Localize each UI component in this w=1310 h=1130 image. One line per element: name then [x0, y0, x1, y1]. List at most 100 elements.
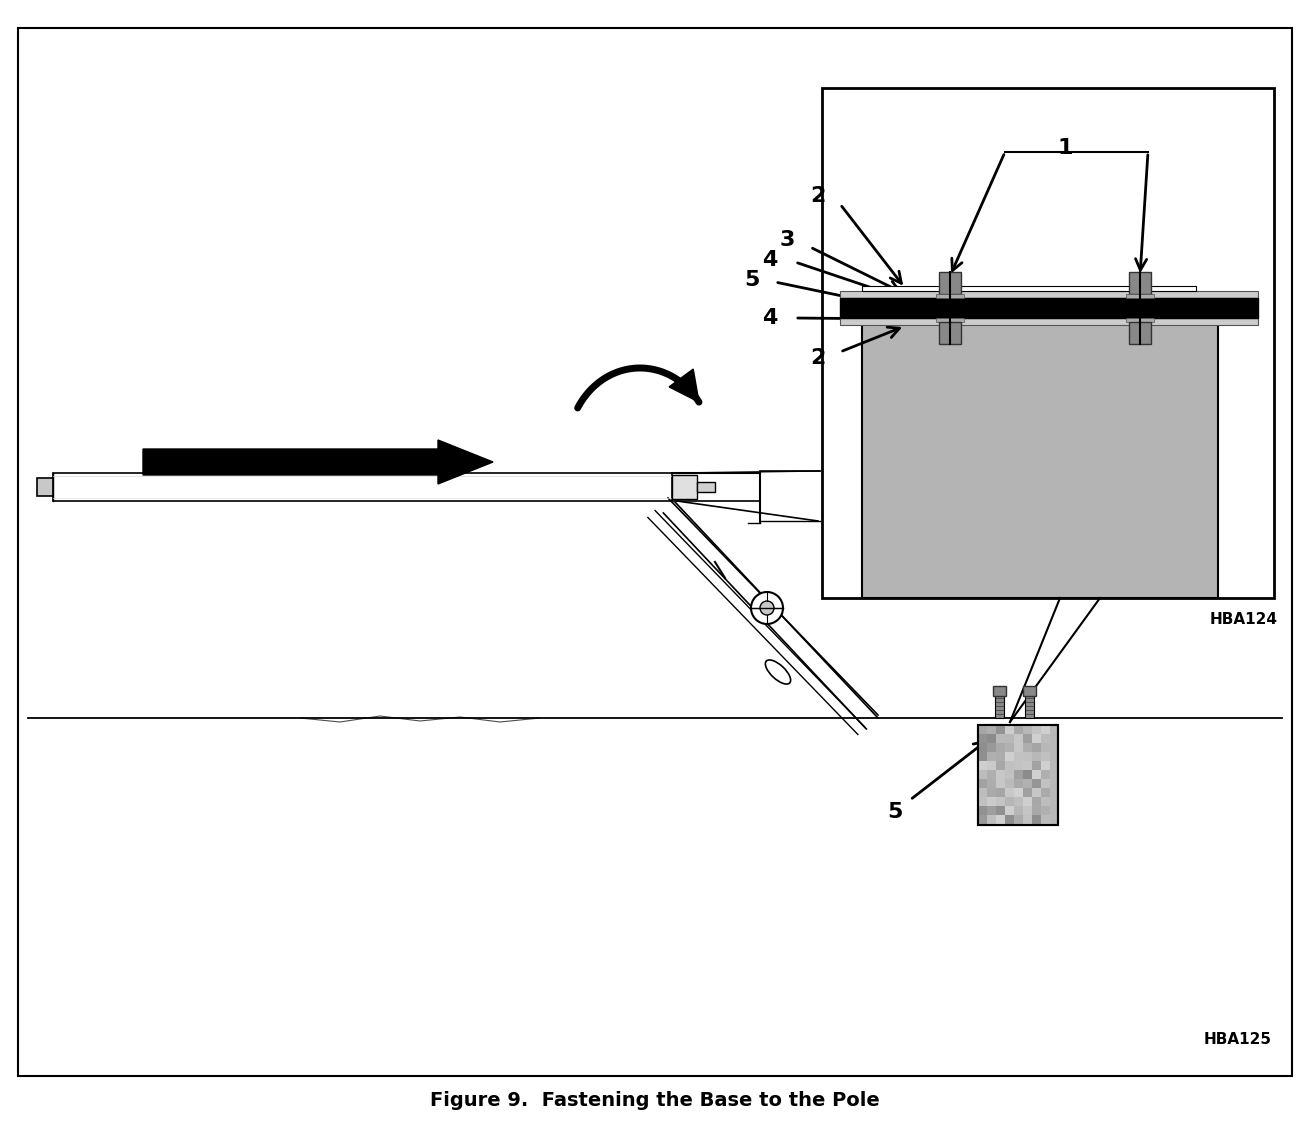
- Text: 5: 5: [744, 270, 760, 290]
- Bar: [996, 744, 1005, 751]
- Bar: [1023, 806, 1032, 815]
- Bar: [1032, 734, 1041, 744]
- Ellipse shape: [765, 660, 791, 684]
- Text: HBA125: HBA125: [1204, 1033, 1272, 1048]
- Bar: [1014, 770, 1023, 779]
- Bar: [1041, 779, 1051, 788]
- Bar: [1129, 322, 1151, 344]
- Bar: [1014, 797, 1023, 806]
- Bar: [1014, 734, 1023, 744]
- Bar: [862, 320, 1218, 598]
- Bar: [937, 318, 964, 322]
- Bar: [996, 770, 1005, 779]
- Bar: [979, 779, 986, 788]
- Bar: [939, 272, 962, 294]
- Bar: [1005, 734, 1014, 744]
- Bar: [840, 298, 1258, 318]
- Bar: [1127, 294, 1154, 298]
- Bar: [1005, 725, 1014, 734]
- Bar: [840, 318, 1258, 325]
- Bar: [979, 725, 986, 734]
- Bar: [1023, 797, 1032, 806]
- Bar: [1032, 751, 1041, 760]
- Bar: [1014, 788, 1023, 797]
- Bar: [1023, 751, 1032, 760]
- Text: HBA124: HBA124: [1210, 612, 1279, 627]
- Bar: [52, 473, 672, 501]
- Bar: [986, 734, 996, 744]
- Bar: [1041, 760, 1051, 770]
- Bar: [1041, 770, 1051, 779]
- Bar: [986, 797, 996, 806]
- Bar: [996, 734, 1005, 744]
- Bar: [979, 788, 986, 797]
- Bar: [1032, 779, 1041, 788]
- Bar: [1005, 797, 1014, 806]
- Bar: [1041, 734, 1051, 744]
- Bar: [996, 815, 1005, 824]
- Bar: [996, 779, 1005, 788]
- Bar: [862, 286, 1196, 292]
- Text: 5: 5: [887, 802, 903, 822]
- Bar: [986, 806, 996, 815]
- Bar: [37, 478, 52, 496]
- Bar: [1023, 779, 1032, 788]
- Bar: [1127, 318, 1154, 322]
- Bar: [1014, 751, 1023, 760]
- Bar: [1024, 696, 1034, 718]
- Bar: [1014, 760, 1023, 770]
- Bar: [1041, 806, 1051, 815]
- Circle shape: [751, 592, 783, 624]
- Bar: [1041, 744, 1051, 751]
- Bar: [1023, 725, 1032, 734]
- Bar: [1041, 797, 1051, 806]
- Bar: [996, 797, 1005, 806]
- Bar: [840, 292, 1258, 298]
- Bar: [996, 760, 1005, 770]
- Bar: [996, 806, 1005, 815]
- Bar: [1032, 797, 1041, 806]
- Bar: [986, 751, 996, 760]
- Bar: [979, 760, 986, 770]
- Bar: [986, 815, 996, 824]
- Bar: [1005, 751, 1014, 760]
- Bar: [979, 744, 986, 751]
- Bar: [1023, 788, 1032, 797]
- Bar: [996, 751, 1005, 760]
- Bar: [1023, 686, 1036, 696]
- Bar: [979, 770, 986, 779]
- Bar: [986, 770, 996, 779]
- Bar: [1005, 788, 1014, 797]
- Bar: [1023, 815, 1032, 824]
- Bar: [672, 475, 697, 499]
- Text: 3: 3: [779, 231, 795, 250]
- Bar: [937, 294, 964, 298]
- Bar: [1023, 734, 1032, 744]
- Text: 2: 2: [811, 186, 825, 206]
- Bar: [1005, 744, 1014, 751]
- Bar: [1005, 770, 1014, 779]
- Bar: [979, 734, 986, 744]
- Bar: [1032, 770, 1041, 779]
- Bar: [979, 806, 986, 815]
- Bar: [1005, 779, 1014, 788]
- Bar: [979, 725, 1058, 825]
- Polygon shape: [143, 440, 493, 484]
- Bar: [1023, 760, 1032, 770]
- Bar: [1005, 806, 1014, 815]
- Bar: [1014, 815, 1023, 824]
- Bar: [1041, 815, 1051, 824]
- Bar: [697, 483, 715, 492]
- Bar: [1041, 751, 1051, 760]
- Bar: [979, 815, 986, 824]
- Bar: [986, 760, 996, 770]
- Bar: [996, 788, 1005, 797]
- Bar: [993, 686, 1006, 696]
- Text: Figure 9.  Fastening the Base to the Pole: Figure 9. Fastening the Base to the Pole: [430, 1090, 880, 1110]
- Bar: [996, 696, 1003, 718]
- Bar: [986, 788, 996, 797]
- Text: 4: 4: [762, 250, 778, 270]
- Bar: [1023, 770, 1032, 779]
- Text: 1: 1: [1057, 138, 1073, 158]
- Text: 2: 2: [811, 348, 825, 368]
